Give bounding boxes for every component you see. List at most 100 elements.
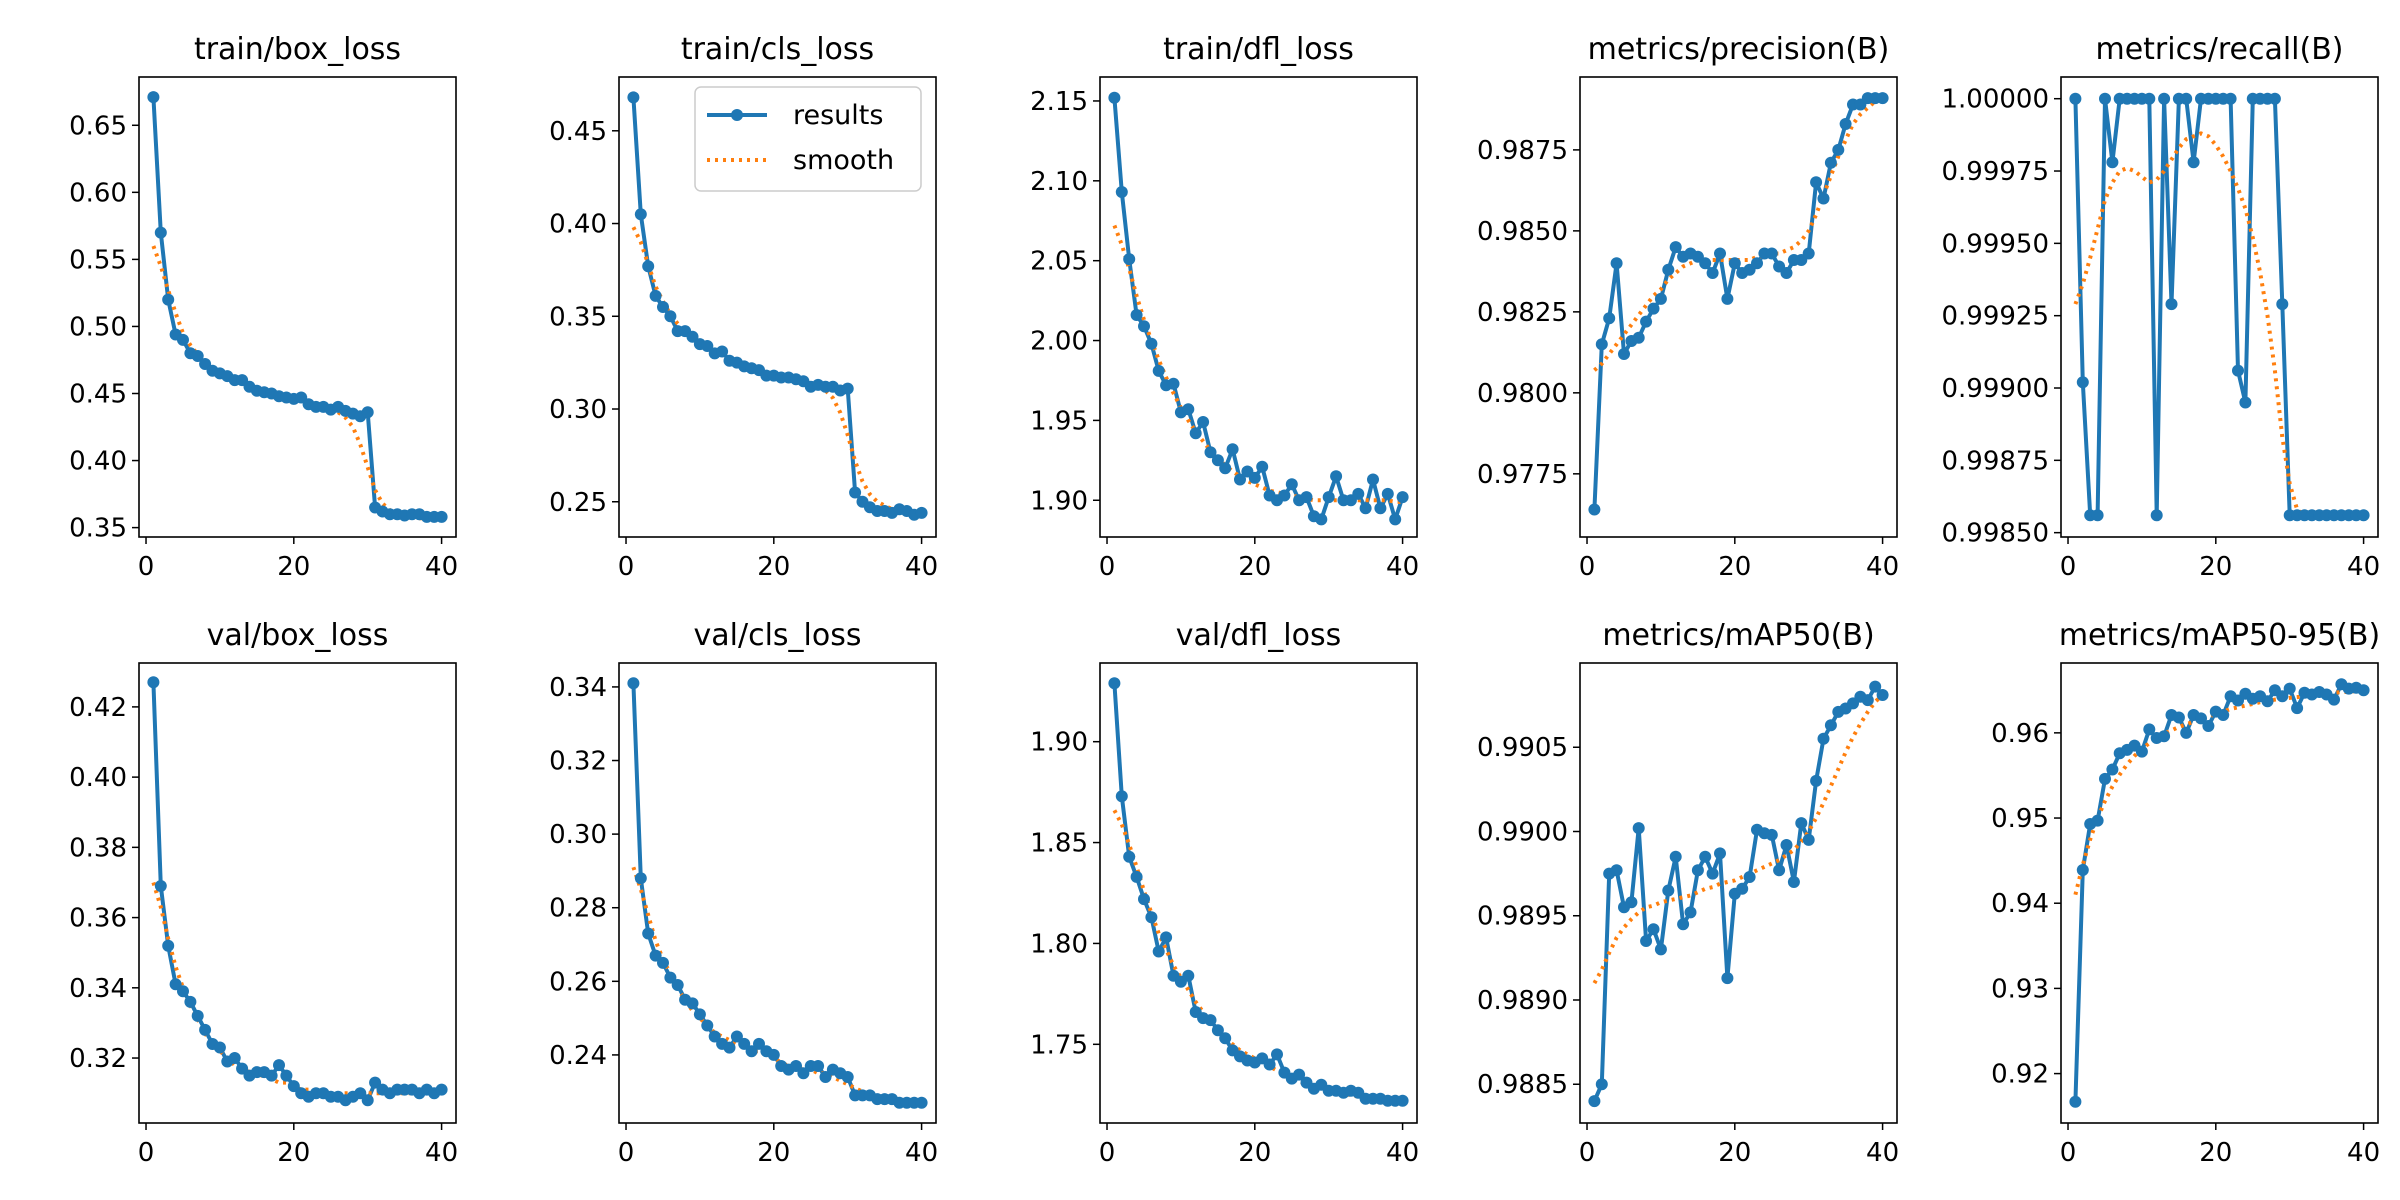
results-point	[154, 880, 167, 892]
results-point	[1389, 513, 1402, 526]
results-point	[1632, 822, 1645, 835]
results-point	[1396, 491, 1409, 504]
x-tick-label: 0	[138, 1138, 155, 1168]
results-point	[1115, 790, 1128, 803]
x-tick-label: 40	[1386, 1138, 1419, 1168]
results-point	[1691, 864, 1704, 877]
results-point	[2261, 695, 2274, 708]
results-point	[2180, 92, 2193, 105]
results-point	[730, 1030, 743, 1043]
y-tick-label: 0.95	[1991, 804, 2049, 834]
x-tick-label: 20	[757, 1138, 790, 1168]
results-point	[177, 985, 189, 998]
results-point	[177, 333, 189, 346]
y-tick-label: 0.99925	[1941, 302, 2049, 332]
results-point	[1211, 454, 1224, 467]
plot-area	[2069, 678, 2370, 1108]
results-point	[701, 1019, 714, 1032]
results-point	[1795, 817, 1808, 830]
results-point	[767, 1048, 780, 1061]
y-tick-label: 0.99875	[1941, 446, 2049, 476]
axes-frame	[1099, 662, 1418, 1124]
subplot-metrics-precision-b: metrics/precision(B) 0 20 40 0.9775 0.9800 0.9…	[1477, 32, 1899, 582]
results-point	[1204, 1014, 1217, 1027]
results-point	[1810, 176, 1823, 189]
subplot-metrics-map50-b: metrics/mAP50(B) 0 20 40 0.9885 0.9890 0.9895 0…	[1477, 618, 1899, 1168]
y-tick-label: 0.30	[549, 820, 607, 850]
results-point	[1684, 906, 1697, 919]
x-tick-label: 0	[1579, 1138, 1596, 1168]
results-point	[790, 1060, 802, 1072]
x-tick-label: 0	[1579, 552, 1596, 582]
results-point	[664, 971, 677, 984]
results-point	[2180, 726, 2193, 739]
y-tick-label: 0.92	[1991, 1060, 2049, 1090]
results-point	[649, 289, 662, 302]
results-point	[1226, 443, 1239, 456]
results-point	[1721, 972, 1734, 985]
results-point	[2268, 92, 2281, 105]
results-point	[1152, 945, 1165, 958]
results-point	[1234, 473, 1246, 486]
results-point	[2357, 509, 2370, 522]
x-tick-label: 40	[1386, 552, 1419, 582]
y-tick-label: 0.45	[549, 117, 607, 147]
y-tick-label: 2.15	[1030, 87, 1088, 117]
results-point	[634, 208, 647, 221]
results-point	[2091, 509, 2104, 522]
y-tick-label: 2.00	[1030, 327, 1088, 357]
results-point	[1706, 867, 1719, 880]
y-tick-label: 0.38	[69, 833, 127, 863]
y-tick-label: 0.40	[69, 763, 127, 793]
y-tick-label: 0.9850	[1477, 217, 1568, 247]
results-point	[2291, 702, 2304, 715]
results-point	[634, 872, 647, 885]
y-tick-label: 0.9905	[1477, 733, 1568, 763]
results-point	[265, 1069, 278, 1082]
results-point	[1669, 850, 1682, 863]
results-point	[1396, 1094, 1409, 1107]
results-point	[361, 1094, 374, 1107]
chart-title: train/dfl_loss	[1163, 32, 1354, 67]
y-tick-label: 0.93	[1991, 974, 2049, 1004]
results-point	[1640, 315, 1653, 328]
results-point	[1669, 241, 1682, 254]
results-point	[1330, 470, 1343, 483]
results-point	[1160, 931, 1173, 944]
results-point	[2069, 92, 2082, 105]
results-point	[2172, 711, 2185, 724]
subplot-train-dfl-loss: train/dfl_loss 0 20 40 1.90 1.95 2.00 2.05 2.10 2…	[1030, 32, 1419, 582]
results-point	[1647, 923, 1660, 936]
results-point	[199, 1023, 212, 1036]
results-point	[1861, 694, 1874, 707]
chart-title: val/box_loss	[207, 618, 389, 653]
results-point	[1256, 460, 1269, 473]
results-point	[1869, 680, 1882, 693]
subplot-train-cls-loss: train/cls_loss 0 20 40 0.25 0.30 0.35 0.40 0.45	[549, 32, 938, 582]
results-point	[162, 293, 175, 306]
results-point	[708, 1030, 721, 1043]
y-tick-label: 1.85	[1030, 829, 1088, 859]
results-point	[1699, 257, 1712, 270]
y-tick-label: 0.24	[549, 1041, 607, 1071]
results-point	[1285, 478, 1298, 491]
results-point	[162, 939, 175, 952]
axes-frame	[1099, 76, 1418, 538]
plot-area	[2069, 92, 2370, 522]
plot-area	[147, 91, 448, 523]
x-tick-label: 20	[1718, 1138, 1751, 1168]
results-point	[1588, 1095, 1601, 1108]
results-point	[1381, 487, 1394, 500]
plot-area	[1108, 677, 1409, 1107]
y-tick-label: 0.9775	[1477, 460, 1568, 490]
results-point	[1765, 828, 1778, 841]
y-tick-label: 0.96	[1991, 719, 2049, 749]
results-point	[642, 927, 655, 940]
results-point	[228, 1052, 241, 1064]
y-tick-label: 0.94	[1991, 889, 2049, 919]
axes-frame	[138, 76, 457, 538]
y-tick-label: 0.40	[69, 447, 127, 477]
y-tick-label: 0.36	[69, 904, 127, 934]
results-point	[797, 1067, 810, 1080]
